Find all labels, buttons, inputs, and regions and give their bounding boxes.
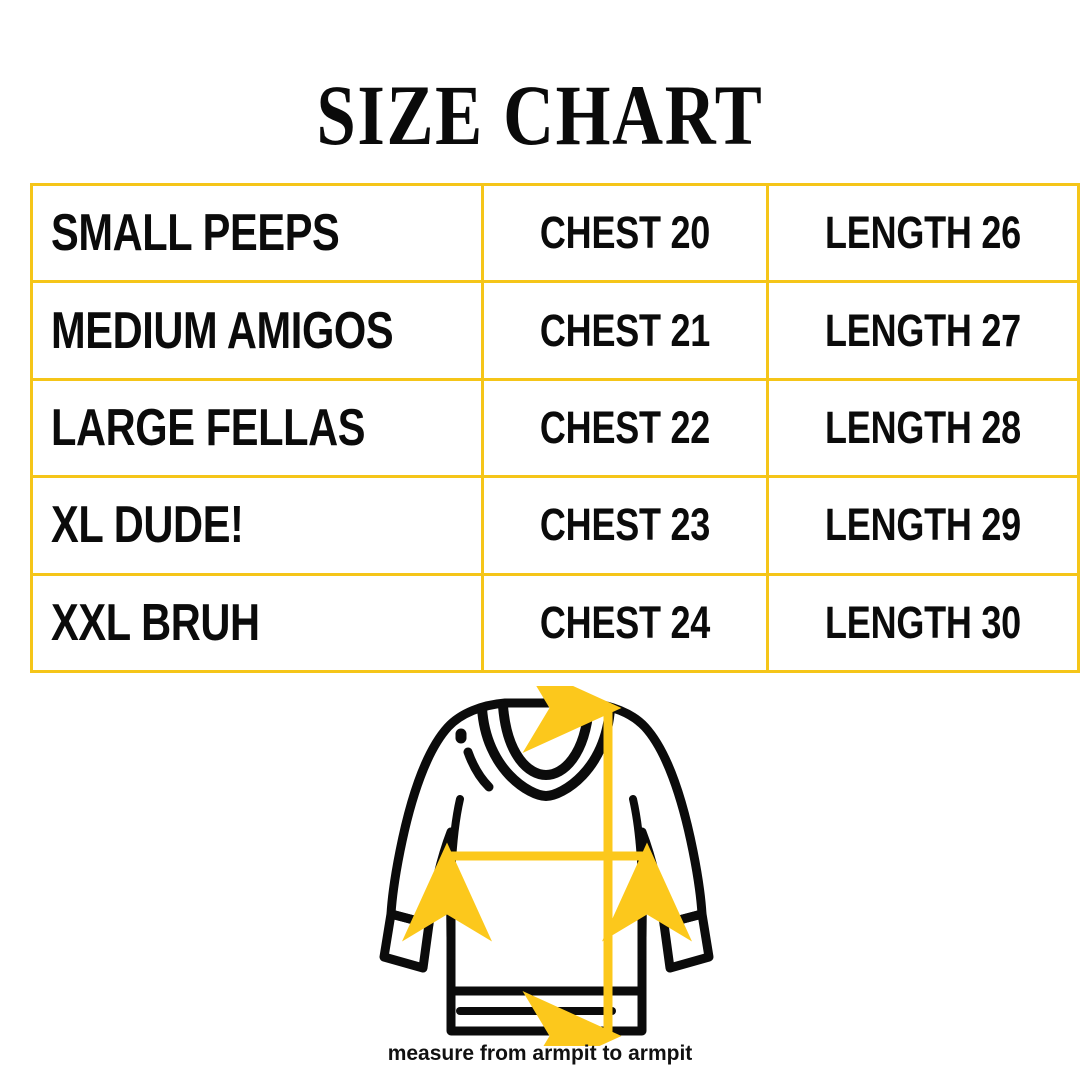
length-value-label: LENGTH 26	[825, 207, 1021, 259]
chest-value-cell: CHEST 23	[481, 475, 769, 576]
size-name-label: LARGE FELLAS	[51, 398, 366, 457]
chest-value-cell: CHEST 24	[481, 572, 769, 673]
size-name-cell: MEDIUM AMIGOS	[30, 280, 484, 381]
shoulder-stitch-dash	[463, 747, 494, 792]
length-value-label: LENGTH 30	[825, 596, 1021, 648]
chest-value-label: CHEST 20	[539, 207, 711, 259]
right-cuff	[659, 909, 714, 973]
chest-value-label: CHEST 21	[539, 304, 711, 356]
table-row: XL DUDE! CHEST 23 LENGTH 29	[30, 475, 1080, 576]
sweatshirt-body-path	[386, 698, 707, 996]
chest-value-cell: CHEST 21	[481, 280, 769, 381]
table-row: SMALL PEEPS CHEST 20 LENGTH 26	[30, 182, 1080, 284]
left-cuff	[379, 909, 434, 973]
length-value-cell: LENGTH 30	[766, 572, 1080, 673]
size-name-cell: XL DUDE!	[30, 475, 484, 576]
size-name-cell: XXL BRUH	[30, 572, 484, 673]
length-value-label: LENGTH 29	[825, 499, 1021, 551]
size-name-label: SMALL PEEPS	[51, 204, 340, 263]
size-name-cell: LARGE FELLAS	[30, 377, 484, 479]
table-row: XXL BRUH CHEST 24 LENGTH 30	[30, 572, 1080, 673]
length-value-cell: LENGTH 26	[766, 182, 1080, 284]
chest-value-cell: CHEST 20	[481, 182, 769, 284]
size-name-label: XXL BRUH	[51, 593, 260, 652]
size-name-label: MEDIUM AMIGOS	[51, 301, 394, 360]
length-value-cell: LENGTH 29	[766, 475, 1080, 576]
size-name-label: XL DUDE!	[51, 496, 244, 555]
table-row: LARGE FELLAS CHEST 22 LENGTH 28	[30, 377, 1080, 479]
length-value-label: LENGTH 27	[825, 304, 1021, 356]
chest-value-label: CHEST 23	[539, 499, 711, 551]
page-title: SIZE CHART	[316, 67, 764, 163]
table-row: MEDIUM AMIGOS CHEST 21 LENGTH 27	[30, 280, 1080, 381]
size-chart-table: SMALL PEEPS CHEST 20 LENGTH 26 MEDIUM AM…	[30, 182, 1080, 673]
size-name-cell: SMALL PEEPS	[30, 182, 484, 284]
chest-value-cell: CHEST 22	[481, 377, 769, 479]
chest-value-label: CHEST 24	[539, 596, 711, 648]
length-value-cell: LENGTH 28	[766, 377, 1080, 479]
collar-inner	[498, 701, 594, 780]
measure-instruction-caption: measure from armpit to armpit	[387, 1042, 693, 1065]
sweatshirt-outline	[379, 698, 714, 1036]
measurement-arrows	[402, 686, 692, 1046]
length-value-cell: LENGTH 27	[766, 280, 1080, 381]
sweatshirt-illustration	[330, 686, 750, 1046]
chest-value-label: CHEST 22	[539, 401, 711, 453]
length-value-label: LENGTH 28	[825, 401, 1021, 453]
